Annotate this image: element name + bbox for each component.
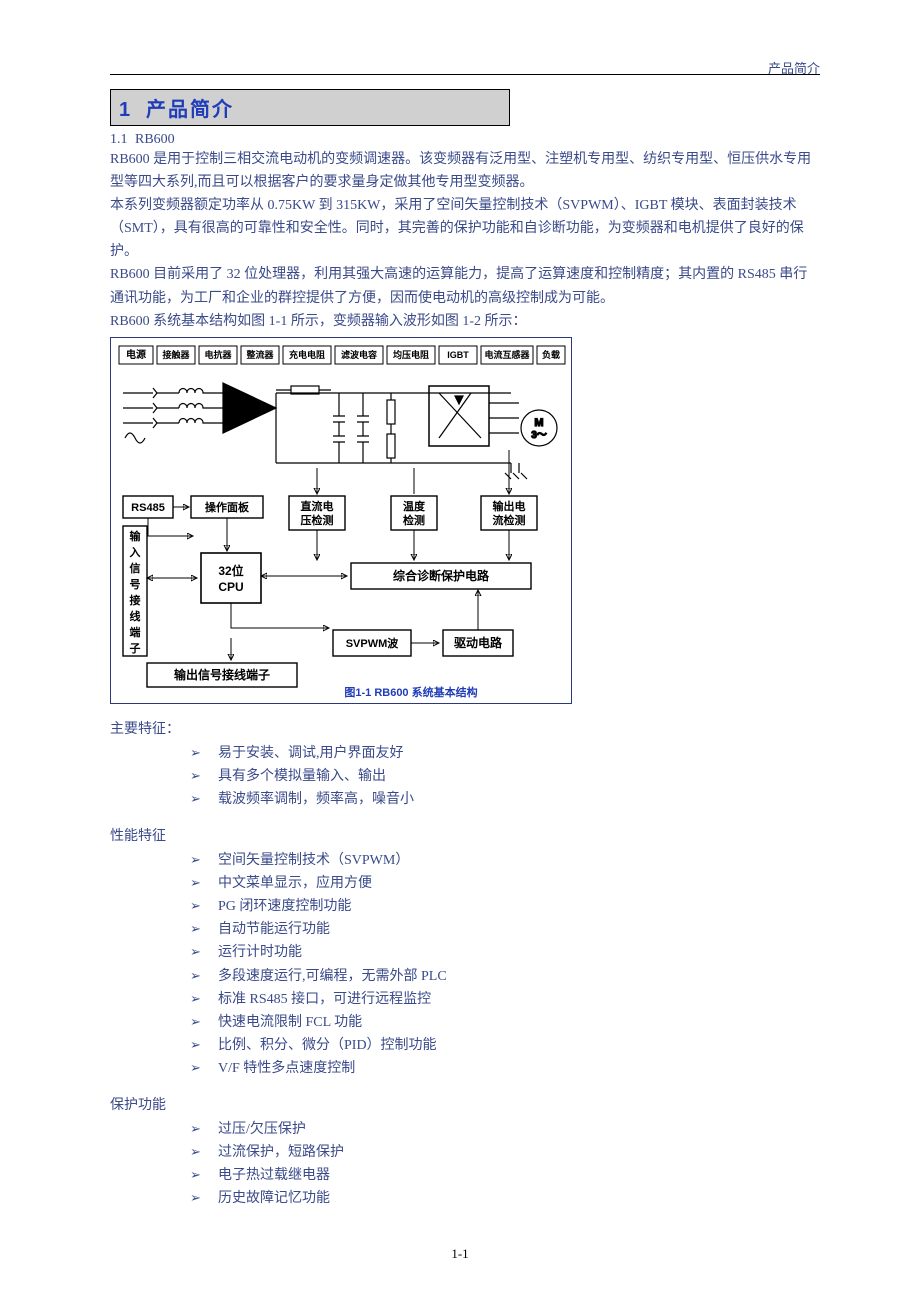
svg-text:输出电: 输出电 [493, 499, 526, 513]
svg-text:电流互感器: 电流互感器 [484, 349, 530, 360]
svg-text:SVPWM波: SVPWM波 [346, 636, 400, 650]
feature-heading: 保护功能 [110, 1094, 820, 1114]
feature-heading: 主要特征： [110, 718, 820, 738]
section-title: 1 产品简介 [110, 89, 510, 126]
paragraph-2: 本系列变频器额定功率从 0.75KW 到 315KW，采用了空间矢量控制技术（S… [110, 194, 820, 263]
svg-text:综合诊断保护电路: 综合诊断保护电路 [393, 568, 490, 583]
feature-item: 具有多个模拟量输入、输出 [190, 765, 820, 788]
svg-text:信: 信 [130, 561, 141, 575]
svg-text:输: 输 [130, 529, 142, 543]
paragraph-3: RB600 目前采用了 32 位处理器，利用其强大高速的运算能力，提高了运算速度… [110, 263, 820, 309]
feature-item: 历史故障记忆功能 [190, 1187, 820, 1210]
feature-item: 快速电流限制 FCL 功能 [190, 1011, 820, 1034]
svg-text:端: 端 [130, 625, 141, 639]
svg-text:3～: 3～ [531, 430, 547, 441]
subsection-number: 1.1 [110, 132, 128, 147]
svg-text:电抗器: 电抗器 [204, 349, 232, 360]
svg-text:号: 号 [130, 578, 141, 591]
svg-text:温度: 温度 [403, 499, 426, 513]
svg-text:均压电阻: 均压电阻 [393, 349, 429, 360]
subsection-heading: 1.1 RB600 [110, 132, 820, 148]
feature-item: 过压/欠压保护 [190, 1118, 820, 1141]
svg-text:32位: 32位 [218, 563, 243, 578]
header-right: 产品简介 [768, 58, 820, 77]
feature-item: V/F 特性多点速度控制 [190, 1057, 820, 1080]
svg-text:流检测: 流检测 [493, 513, 526, 527]
diagram-top-labels: 电源 接触器 电抗器 整流器 充电电阻 滤波电容 均压电阻 IGBT 电流互感器… [119, 346, 565, 364]
svg-text:接触器: 接触器 [162, 349, 190, 360]
feature-item: 电子热过载继电器 [190, 1164, 820, 1187]
feature-item: 运行计时功能 [190, 941, 820, 964]
svg-text:接: 接 [130, 593, 141, 607]
body-text: RB600 是用于控制三相交流电动机的变频调速器。该变频器有泛用型、注塑机专用型… [110, 148, 820, 333]
section-title-text: 产品简介 [146, 99, 234, 121]
feature-item: 中文菜单显示，应用方便 [190, 872, 820, 895]
svg-text:入: 入 [130, 546, 141, 559]
feature-item: 过流保护，短路保护 [190, 1141, 820, 1164]
svg-text:线: 线 [130, 609, 141, 623]
svg-text:检测: 检测 [403, 513, 425, 527]
svg-text:图1-1 RB600 系统基本结构: 图1-1 RB600 系统基本结构 [344, 685, 477, 699]
svg-text:驱动电路: 驱动电路 [454, 635, 503, 650]
page-number: 1-1 [0, 1246, 920, 1262]
svg-text:整流器: 整流器 [245, 349, 274, 360]
feature-group-0: 主要特征： 易于安装、调试,用户界面友好 具有多个模拟量输入、输出 载波频率调制… [110, 718, 820, 811]
svg-text:M: M [534, 417, 543, 429]
svg-text:电源: 电源 [126, 348, 146, 361]
header-rule [110, 74, 820, 75]
feature-group-2: 保护功能 过压/欠压保护 过流保护，短路保护 电子热过载继电器 历史故障记忆功能 [110, 1094, 820, 1210]
feature-item: PG 闭环速度控制功能 [190, 895, 820, 918]
feature-item: 易于安装、调试,用户界面友好 [190, 742, 820, 765]
section-number: 1 [119, 99, 130, 121]
svg-text:IGBT: IGBT [447, 350, 469, 360]
feature-item: 多段速度运行,可编程，无需外部 PLC [190, 965, 820, 988]
svg-text:输出信号接线端子: 输出信号接线端子 [174, 667, 270, 682]
feature-item: 载波频率调制，频率高，噪音小 [190, 788, 820, 811]
subsection-title: RB600 [135, 132, 175, 147]
feature-group-1: 性能特征 空间矢量控制技术（SVPWM） 中文菜单显示，应用方便 PG 闭环速度… [110, 825, 820, 1080]
svg-text:RS485: RS485 [131, 502, 165, 514]
feature-heading: 性能特征 [110, 825, 820, 845]
paragraph-1: RB600 是用于控制三相交流电动机的变频调速器。该变频器有泛用型、注塑机专用型… [110, 148, 820, 194]
svg-text:CPU: CPU [218, 580, 243, 594]
feature-item: 空间矢量控制技术（SVPWM） [190, 849, 820, 872]
diagram-svg: 电源 接触器 电抗器 整流器 充电电阻 滤波电容 均压电阻 IGBT 电流互感器… [111, 338, 571, 703]
feature-item: 标准 RS485 接口，可进行远程监控 [190, 988, 820, 1011]
paragraph-4: RB600 系统基本结构如图 1-1 所示，变频器输入波形如图 1-2 所示： [110, 310, 820, 333]
svg-text:操作面板: 操作面板 [205, 500, 250, 514]
svg-text:滤波电容: 滤波电容 [341, 349, 377, 360]
system-diagram: 电源 接触器 电抗器 整流器 充电电阻 滤波电容 均压电阻 IGBT 电流互感器… [110, 337, 820, 704]
svg-text:压检测: 压检测 [301, 513, 334, 527]
svg-text:充电电阻: 充电电阻 [289, 349, 325, 360]
svg-text:负载: 负载 [542, 349, 560, 360]
svg-text:子: 子 [130, 642, 141, 655]
svg-text:直流电: 直流电 [301, 499, 334, 513]
feature-item: 比例、积分、微分（PID）控制功能 [190, 1034, 820, 1057]
feature-item: 自动节能运行功能 [190, 918, 820, 941]
